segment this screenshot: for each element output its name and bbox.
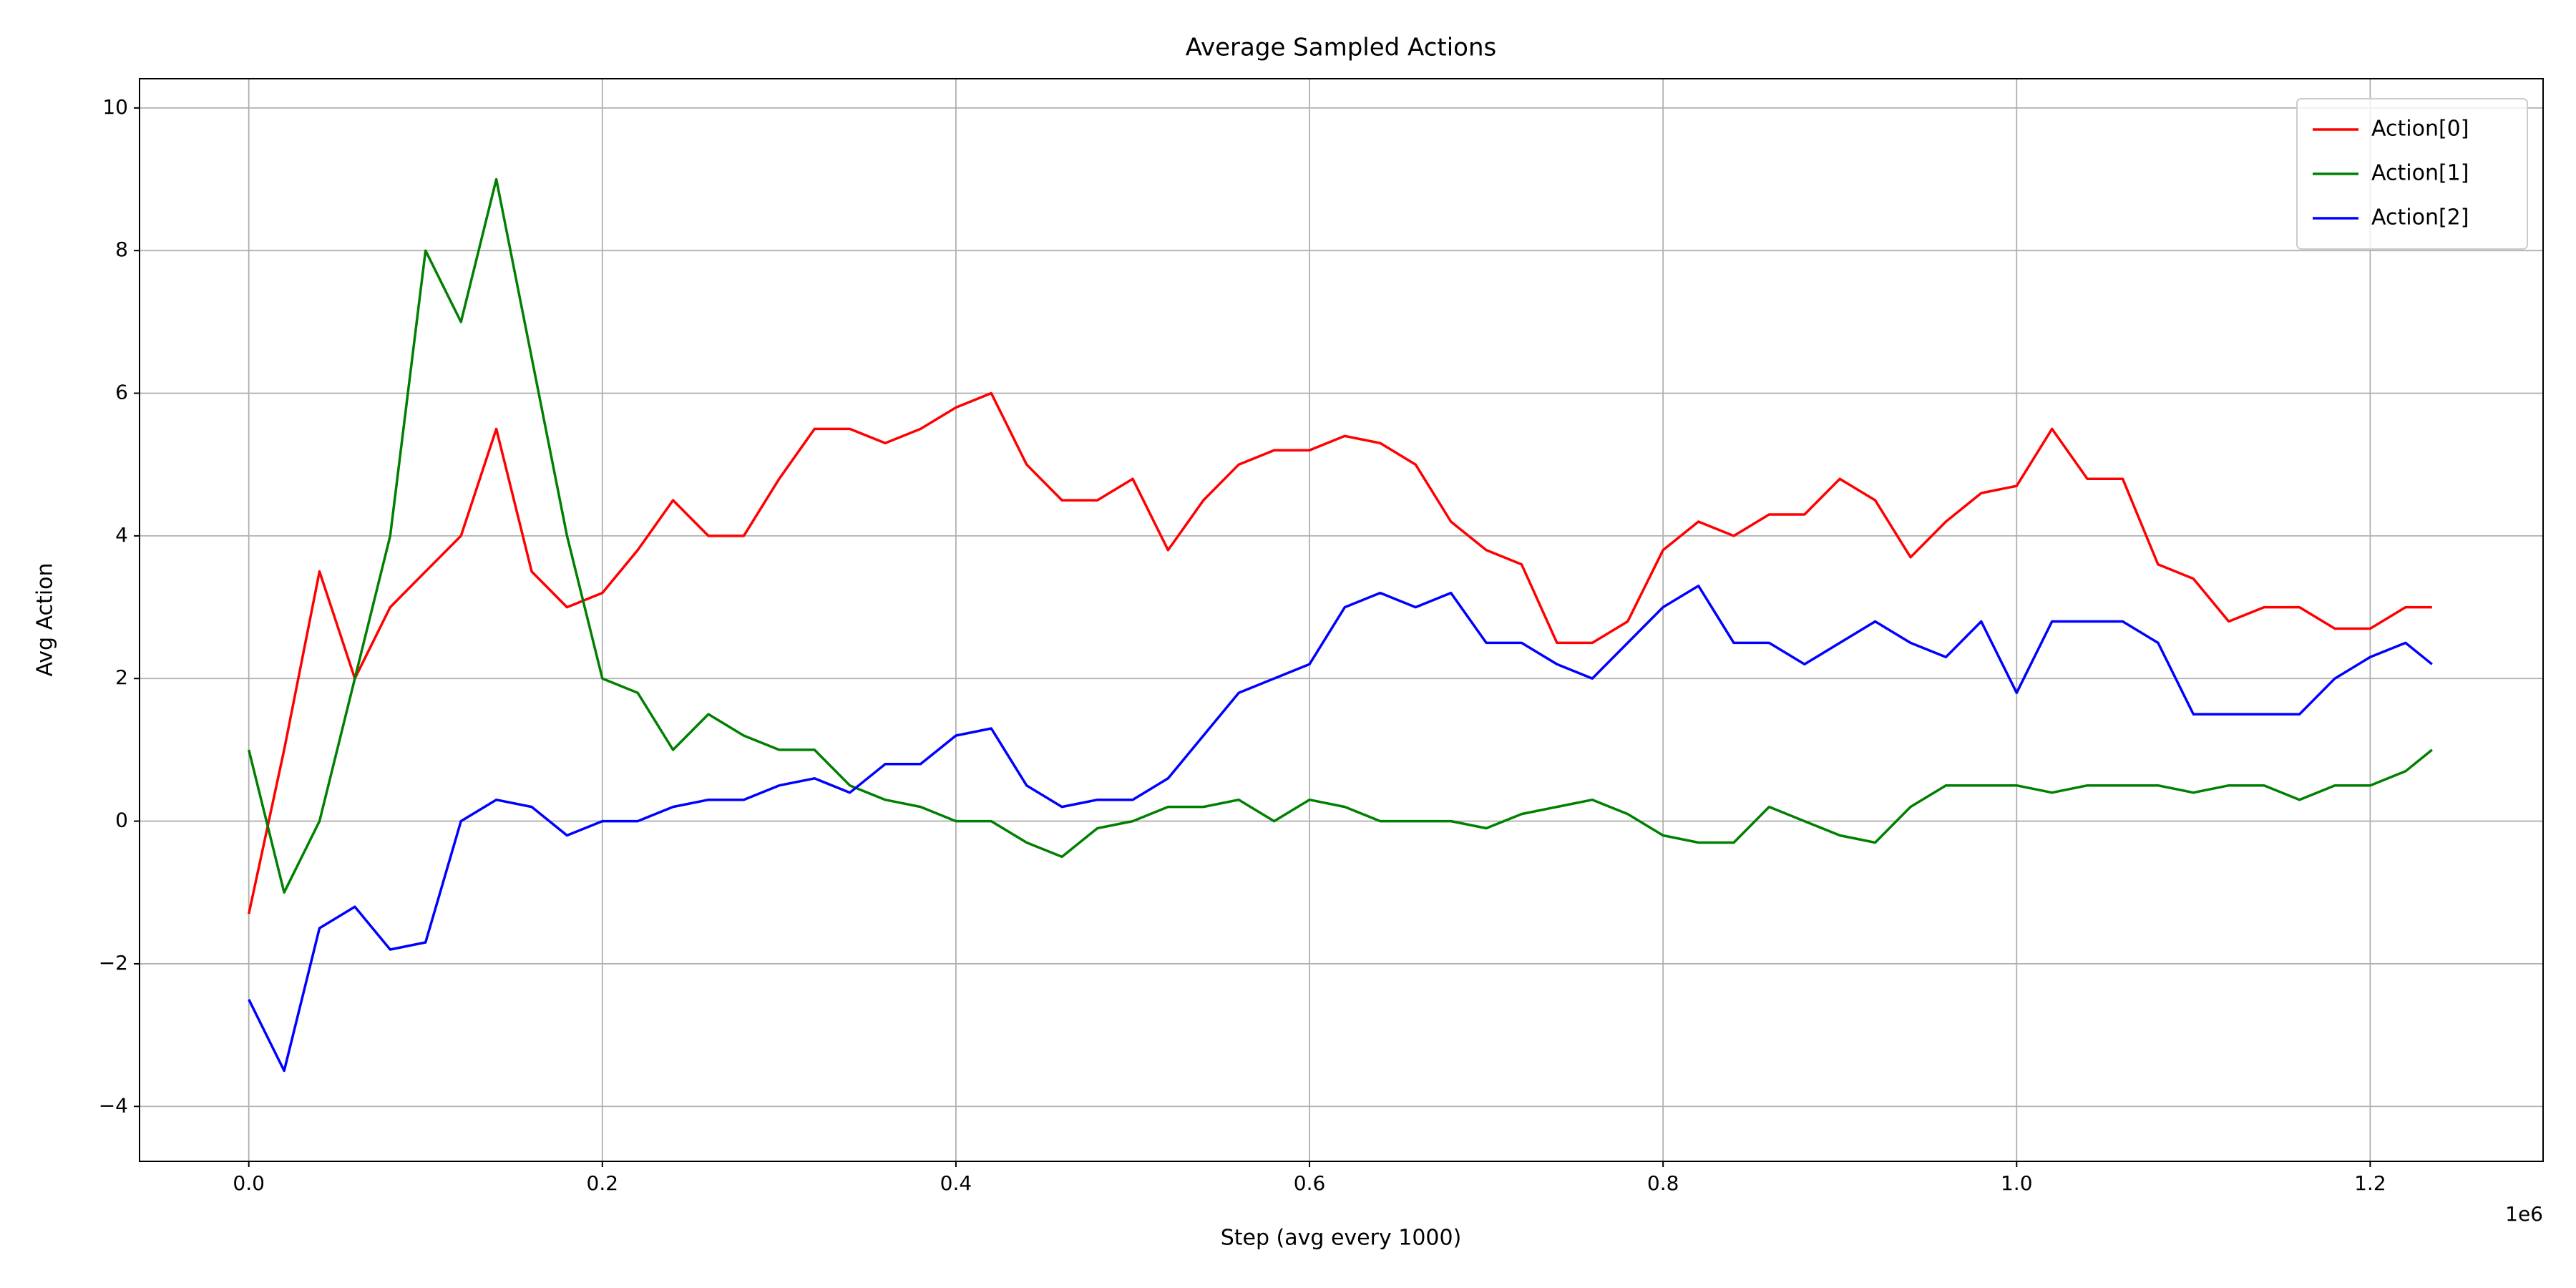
legend-box — [2296, 98, 2528, 250]
plot-frame — [139, 78, 2544, 1162]
data-line — [248, 584, 2433, 1073]
y-tick-label: 8 — [115, 238, 128, 261]
legend-label: Action[0] — [2371, 117, 2469, 142]
y-tick-label: 10 — [102, 95, 128, 119]
x-tick-label: 1.2 — [2354, 1171, 2386, 1195]
x-offset-text: 1e6 — [2505, 1202, 2543, 1226]
y-tick-label: 4 — [115, 523, 128, 547]
x-tick-label: 0.8 — [1647, 1171, 1679, 1195]
data-line — [248, 177, 2433, 894]
data-line — [247, 391, 2432, 914]
x-tick-label: 1.0 — [2001, 1171, 2033, 1195]
x-tick-label: 0.0 — [233, 1171, 265, 1195]
x-tick-label: 0.6 — [1294, 1171, 1326, 1195]
y-tick-label: 2 — [115, 665, 128, 689]
x-tick-label: 0.4 — [940, 1171, 972, 1195]
y-axis-label: Avg Action — [33, 562, 58, 676]
y-tick-label: 0 — [115, 809, 128, 832]
legend-label: Action[2] — [2371, 205, 2469, 230]
y-tick-label: −2 — [99, 951, 128, 975]
x-tick-label: 0.2 — [587, 1171, 619, 1195]
y-tick-label: 6 — [115, 381, 128, 404]
x-axis-label: Step (avg every 1000) — [1221, 1226, 1462, 1251]
legend-label: Action[1] — [2371, 161, 2469, 186]
y-tick-label: −4 — [99, 1093, 128, 1117]
legend: Action[0] Action[1] Action[2] — [2296, 98, 2528, 250]
chart-title: Average Sampled Actions — [1186, 34, 1497, 62]
